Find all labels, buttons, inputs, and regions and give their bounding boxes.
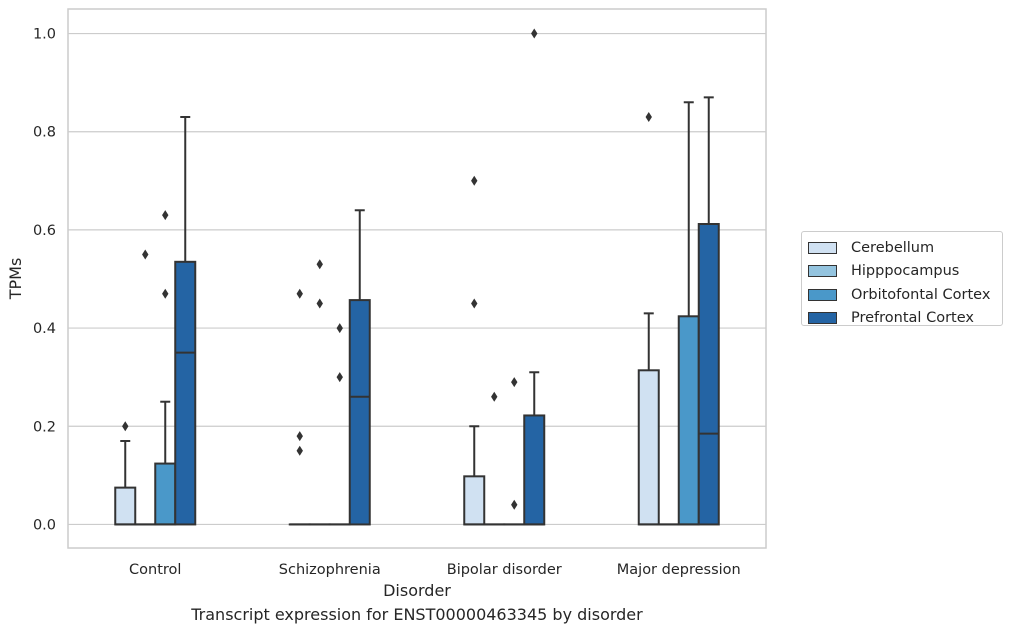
y-tick-label: 0.0 [33,517,56,533]
box-orbitofontal-cortex [503,377,526,526]
box-cerebellum [637,111,660,526]
outlier-point [511,377,518,388]
outlier-point [296,288,303,299]
y-tick-label: 1.0 [33,27,56,43]
outlier-point [316,259,323,270]
x-tick-label: Control [129,562,181,578]
plot-frame [67,8,767,549]
box-prefrontal-cortex [523,28,546,526]
outlier-point [336,323,343,334]
box-body [348,299,371,526]
y-tick-label: 0.2 [33,419,56,435]
box-prefrontal-cortex [174,115,197,526]
outlier-point [531,28,538,39]
box-hipppocampus [134,249,157,526]
legend-item-hippocampus: Hipppocampus [808,260,1002,284]
box-orbitofontal-cortex [328,323,351,526]
outlier-point [162,210,169,221]
outlier-point [122,421,129,432]
outlier-point [471,298,478,309]
outlier-point [142,249,149,260]
box-body [114,486,137,526]
y-tick-label: 0.8 [33,125,56,141]
box-prefrontal-cortex [348,209,371,526]
outlier-point [296,431,303,442]
x-tick-label: Bipolar disorder [447,562,562,578]
legend: Cerebellum Hipppocampus Orbitofontal Cor… [801,231,1003,326]
box-hipppocampus [308,259,331,526]
legend-label: Prefrontal Cortex [851,310,974,327]
box-body [154,462,177,526]
outlier-point [645,111,652,122]
box-body [463,475,486,526]
y-tick-label: 0.6 [33,223,56,239]
legend-label: Cerebellum [851,239,935,256]
legend-swatch [808,265,837,278]
box-groups [114,28,720,526]
gridlines [68,32,766,526]
box-orbitofontal-cortex [154,210,177,526]
box-hipppocampus [483,391,506,526]
box-body [523,414,546,526]
outlier-point [471,175,478,186]
legend-swatch [808,288,837,301]
box-body [677,315,700,526]
box-orbitofontal-cortex [677,101,700,526]
y-tick-label: 0.4 [33,321,56,337]
y-axis-label: TPMs [6,258,25,301]
legend-swatch [808,241,837,254]
legend-item-cerebellum: Cerebellum [808,236,1002,260]
box-body [697,223,720,526]
legend-swatch [808,312,837,325]
legend-label: Orbitofontal Cortex [851,286,991,303]
tick-labels: 0.0 0.2 0.4 0.6 0.8 1.0 Control Schizophrenia Bi… [33,27,741,578]
box-cerebellum [114,421,137,526]
legend-item-prefrontal-cortex: Prefrontal Cortex [808,307,1002,331]
x-tick-label: Schizophrenia [279,562,381,578]
legend-label: Hipppocampus [851,263,960,280]
outlier-point [296,445,303,456]
legend-item-orbitofrontal-cortex: Orbitofontal Cortex [808,283,1002,307]
box-body [637,369,660,526]
box-prefrontal-cortex [697,96,720,526]
box-cerebellum [463,175,486,526]
x-tick-label: Major depression [617,562,741,578]
box-cerebellum [288,288,311,526]
outlier-point [162,288,169,299]
outlier-point [336,372,343,383]
outlier-point [511,499,518,510]
x-axis-label: Disorder [383,581,451,600]
outlier-point [316,298,323,309]
figure-caption: Transcript expression for ENST0000046334… [191,605,643,624]
box-body [174,260,197,526]
outlier-point [491,391,498,402]
